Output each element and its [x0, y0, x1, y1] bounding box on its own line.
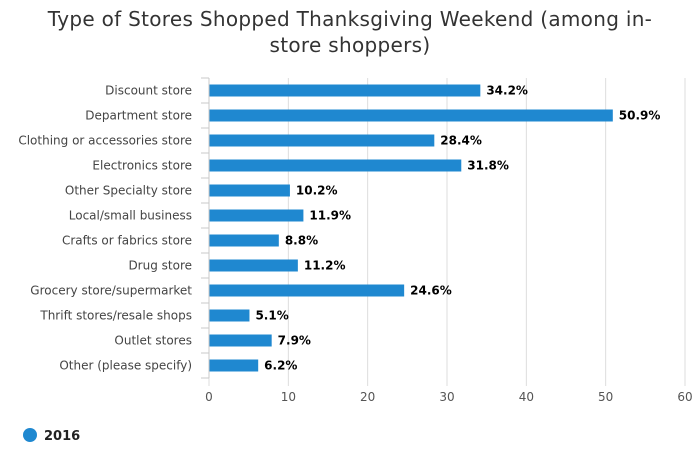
x-tick-label: 10: [281, 390, 296, 404]
x-axis-ticks: 0 10 20 30 40 50 60: [205, 390, 692, 404]
bar[interactable]: [209, 359, 259, 372]
x-tick-label: 50: [598, 390, 613, 404]
y-axis: [201, 77, 210, 379]
value-label: 50.9%: [619, 109, 661, 123]
value-label: 11.9%: [309, 209, 351, 223]
x-tick-label: 60: [677, 390, 692, 404]
legend[interactable]: 2016: [23, 428, 80, 444]
value-label: 6.2%: [264, 359, 297, 373]
category-label: Department store: [85, 109, 192, 123]
legend-marker[interactable]: [23, 428, 37, 442]
bar[interactable]: [209, 159, 462, 172]
category-label: Thrift stores/resale shops: [39, 309, 192, 323]
value-label: 11.2%: [304, 259, 346, 273]
chart-title-line-2: store shoppers): [269, 33, 431, 57]
bar[interactable]: [209, 259, 298, 272]
bar[interactable]: [209, 234, 279, 247]
category-label: Electronics store: [92, 159, 192, 173]
value-label: 7.9%: [278, 334, 311, 348]
category-label: Discount store: [105, 84, 192, 98]
bar[interactable]: [209, 134, 435, 147]
bar[interactable]: [209, 184, 290, 197]
category-label: Drug store: [128, 259, 192, 273]
x-tick-label: 0: [205, 390, 213, 404]
value-label: 34.2%: [486, 84, 528, 98]
category-label: Outlet stores: [114, 334, 192, 348]
bar[interactable]: [209, 284, 405, 297]
category-label: Grocery store/supermarket: [30, 284, 192, 298]
chart-title-line-1: Type of Stores Shopped Thanksgiving Week…: [47, 7, 653, 31]
bar[interactable]: [209, 209, 304, 222]
bar[interactable]: [209, 334, 272, 347]
bar[interactable]: [209, 84, 481, 97]
value-label: 24.6%: [410, 284, 452, 298]
legend-label[interactable]: 2016: [44, 429, 80, 444]
category-label: Crafts or fabrics store: [62, 234, 192, 248]
x-tick-label: 20: [360, 390, 375, 404]
value-label: 31.8%: [467, 159, 509, 173]
category-label: Other (please specify): [59, 359, 192, 373]
category-label: Other Specialty store: [65, 184, 192, 198]
value-labels: 34.2% 50.9% 28.4% 31.8% 10.2% 11.9% 8.8% 11.2% 2…: [255, 84, 660, 373]
category-label: Local/small business: [69, 209, 192, 223]
bar[interactable]: [209, 109, 613, 122]
category-labels: Discount store Department store Clothing o…: [18, 84, 192, 373]
value-label: 28.4%: [440, 134, 482, 148]
value-label: 5.1%: [255, 309, 288, 323]
value-label: 8.8%: [285, 234, 318, 248]
category-label: Clothing or accessories store: [18, 134, 192, 148]
value-label: 10.2%: [296, 184, 338, 198]
x-tick-label: 30: [439, 390, 454, 404]
bars: [209, 84, 613, 372]
x-tick-label: 40: [519, 390, 534, 404]
bar[interactable]: [209, 309, 250, 322]
chart-title: Type of Stores Shopped Thanksgiving Week…: [0, 6, 700, 58]
